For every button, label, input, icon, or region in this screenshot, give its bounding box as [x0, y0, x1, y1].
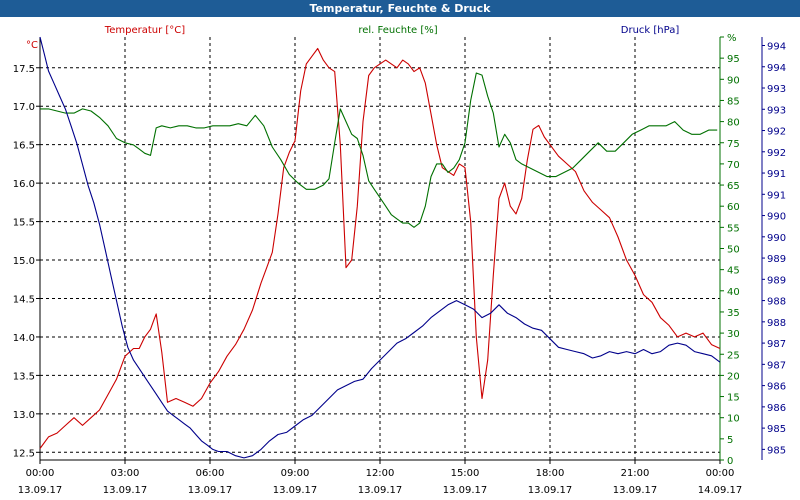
chart-title: Temperatur, Feuchte & Druck	[0, 0, 800, 17]
y-tick-temperature: 17.0	[13, 102, 35, 113]
y-tick-pressure: 992	[767, 148, 786, 159]
series-line-temperature	[39, 47, 721, 449]
x-tick-date: 13.09.17	[188, 485, 233, 496]
x-tick-date: 13.09.17	[18, 485, 63, 496]
y-tick-humidity: 65	[727, 181, 740, 192]
y-tick-humidity: 45	[727, 266, 740, 277]
x-tick-time: 06:00	[196, 468, 225, 479]
y-tick-pressure: 993	[767, 105, 786, 116]
series-header-temperature: Temperatur [°C]	[104, 25, 185, 36]
y-tick-humidity: 95	[727, 54, 740, 65]
y-tick-humidity: 0	[727, 456, 733, 467]
x-tick-time: 21:00	[621, 468, 650, 479]
y-tick-humidity: 25	[727, 350, 740, 361]
x-tick-date: 13.09.17	[358, 485, 403, 496]
series-line-pressure	[39, 36, 721, 459]
temperature-unit-label: °C	[26, 40, 38, 51]
x-tick-date: 13.09.17	[613, 485, 658, 496]
y-tick-pressure: 991	[767, 169, 786, 180]
y-tick-temperature: 16.5	[13, 141, 35, 152]
y-tick-pressure: 986	[767, 403, 786, 414]
y-tick-pressure: 988	[767, 297, 786, 308]
y-tick-pressure: 986	[767, 382, 786, 393]
y-tick-humidity: 90	[727, 75, 740, 86]
x-tick-time: 00:00	[26, 468, 55, 479]
y-tick-pressure: 989	[767, 275, 786, 286]
y-tick-temperature: 14.0	[13, 333, 35, 344]
x-tick-time: 12:00	[366, 468, 395, 479]
y-tick-temperature: 13.0	[13, 410, 35, 421]
y-tick-humidity: 60	[727, 202, 740, 213]
y-tick-humidity: 70	[727, 160, 740, 171]
y-tick-temperature: 13.5	[13, 371, 35, 382]
y-tick-pressure: 989	[767, 254, 786, 265]
axes	[36, 36, 765, 464]
y-tick-temperature: 16.0	[13, 179, 35, 190]
x-tick-time: 15:00	[451, 468, 480, 479]
y-tick-pressure: 994	[767, 42, 786, 53]
y-tick-pressure: 985	[767, 445, 786, 456]
y-tick-humidity: %	[727, 33, 737, 44]
y-tick-humidity: 85	[727, 96, 740, 107]
y-tick-humidity: 35	[727, 308, 740, 319]
y-tick-humidity: 80	[727, 118, 740, 129]
x-tick-time: 09:00	[281, 468, 310, 479]
y-tick-pressure: 990	[767, 212, 786, 223]
y-tick-temperature: 14.5	[13, 294, 35, 305]
y-tick-humidity: 15	[727, 393, 740, 404]
y-tick-humidity: 20	[727, 371, 740, 382]
y-tick-pressure: 985	[767, 424, 786, 435]
x-tick-date: 13.09.17	[528, 485, 573, 496]
x-tick-date: 13.09.17	[103, 485, 148, 496]
y-tick-humidity: 55	[727, 223, 740, 234]
y-tick-pressure: 987	[767, 339, 786, 350]
y-tick-humidity: 40	[727, 287, 740, 298]
series-line-humidity	[40, 72, 718, 228]
y-tick-pressure: 988	[767, 318, 786, 329]
x-tick-date: 13.09.17	[443, 485, 488, 496]
x-tick-date: 14.09.17	[698, 485, 743, 496]
y-tick-pressure: 992	[767, 127, 786, 138]
series-header-pressure: Druck [hPa]	[621, 25, 680, 36]
y-tick-temperature: 12.5	[13, 448, 35, 459]
y-tick-temperature: 15.5	[13, 218, 35, 229]
x-tick-date: 13.09.17	[273, 485, 318, 496]
x-tick-time: 00:00	[706, 468, 735, 479]
y-tick-pressure: 990	[767, 233, 786, 244]
x-tick-time: 18:00	[536, 468, 565, 479]
x-tick-time: 03:00	[111, 468, 140, 479]
y-tick-humidity: 5	[727, 435, 733, 446]
y-tick-pressure: 993	[767, 84, 786, 95]
y-tick-pressure: 987	[767, 360, 786, 371]
series-layer	[39, 36, 721, 459]
series-headers: Temperatur [°C] rel. Feuchte [%] Druck […	[26, 25, 679, 51]
y-tick-humidity: 50	[727, 245, 740, 256]
y-tick-temperature: 17.5	[13, 64, 35, 75]
series-header-humidity: rel. Feuchte [%]	[358, 25, 437, 36]
y-tick-temperature: 15.0	[13, 256, 35, 267]
y-tick-humidity: 75	[727, 139, 740, 150]
y-tick-humidity: 10	[727, 414, 740, 425]
grid	[40, 37, 720, 460]
y-tick-humidity: 30	[727, 329, 740, 340]
y-tick-pressure: 991	[767, 190, 786, 201]
y-tick-pressure: 994	[767, 63, 786, 74]
tick-labels: 00:00 13.09.17 03:00 13.09.17 06:00 13.09.17 0…	[13, 33, 786, 496]
